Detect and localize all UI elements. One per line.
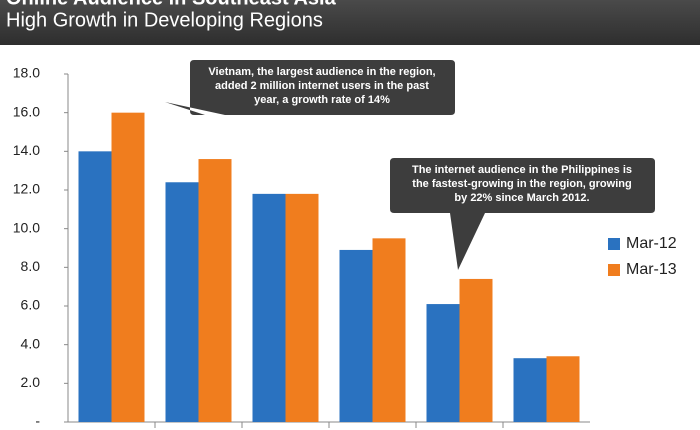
annotation-text: year, a growth rate of 14% bbox=[254, 94, 390, 106]
callout-box bbox=[390, 158, 655, 270]
y-tick-label: 14.0 bbox=[13, 142, 40, 158]
header-band bbox=[0, 0, 700, 45]
annotations bbox=[165, 60, 655, 270]
chart-subtitle: High Growth in Developing Regions bbox=[6, 9, 323, 31]
callout-box bbox=[165, 60, 455, 115]
bar bbox=[372, 238, 406, 422]
annotation-text: Vietnam, the largest audience in the reg… bbox=[208, 66, 435, 78]
y-tick-label: - bbox=[35, 413, 40, 429]
annotation-text: the fastest-growing in the region, growi… bbox=[412, 178, 631, 190]
bar bbox=[78, 151, 112, 423]
bar bbox=[426, 304, 460, 422]
chart-title: Online Audience in Southeast Asia bbox=[6, 0, 337, 9]
y-tick-label: 18.0 bbox=[13, 65, 40, 81]
bar bbox=[285, 193, 319, 422]
legend-label: Mar-13 bbox=[626, 261, 677, 278]
legend-label: Mar-12 bbox=[626, 235, 677, 252]
annotation-text: by 22% since March 2012. bbox=[454, 192, 589, 204]
y-tick-label: 6.0 bbox=[21, 297, 41, 313]
y-tick-label: 10.0 bbox=[13, 219, 40, 235]
legend-swatch bbox=[608, 264, 620, 276]
bar bbox=[513, 358, 547, 422]
bar bbox=[165, 182, 199, 422]
bar bbox=[546, 356, 580, 422]
annotation-text: The internet audience in the Philippines… bbox=[412, 164, 632, 176]
legend-swatch bbox=[608, 238, 620, 250]
y-tick-label: 16.0 bbox=[13, 103, 40, 119]
y-tick-label: 4.0 bbox=[21, 335, 41, 351]
y-tick-label: 8.0 bbox=[21, 258, 41, 274]
bar bbox=[339, 249, 373, 422]
bar bbox=[111, 112, 145, 423]
annotation-text: added 2 million internet users in the pa… bbox=[215, 80, 429, 92]
bar bbox=[198, 159, 232, 423]
bar bbox=[459, 278, 493, 422]
y-tick-label: 2.0 bbox=[21, 374, 41, 390]
y-tick-label: 12.0 bbox=[13, 181, 40, 197]
bar bbox=[252, 193, 286, 422]
